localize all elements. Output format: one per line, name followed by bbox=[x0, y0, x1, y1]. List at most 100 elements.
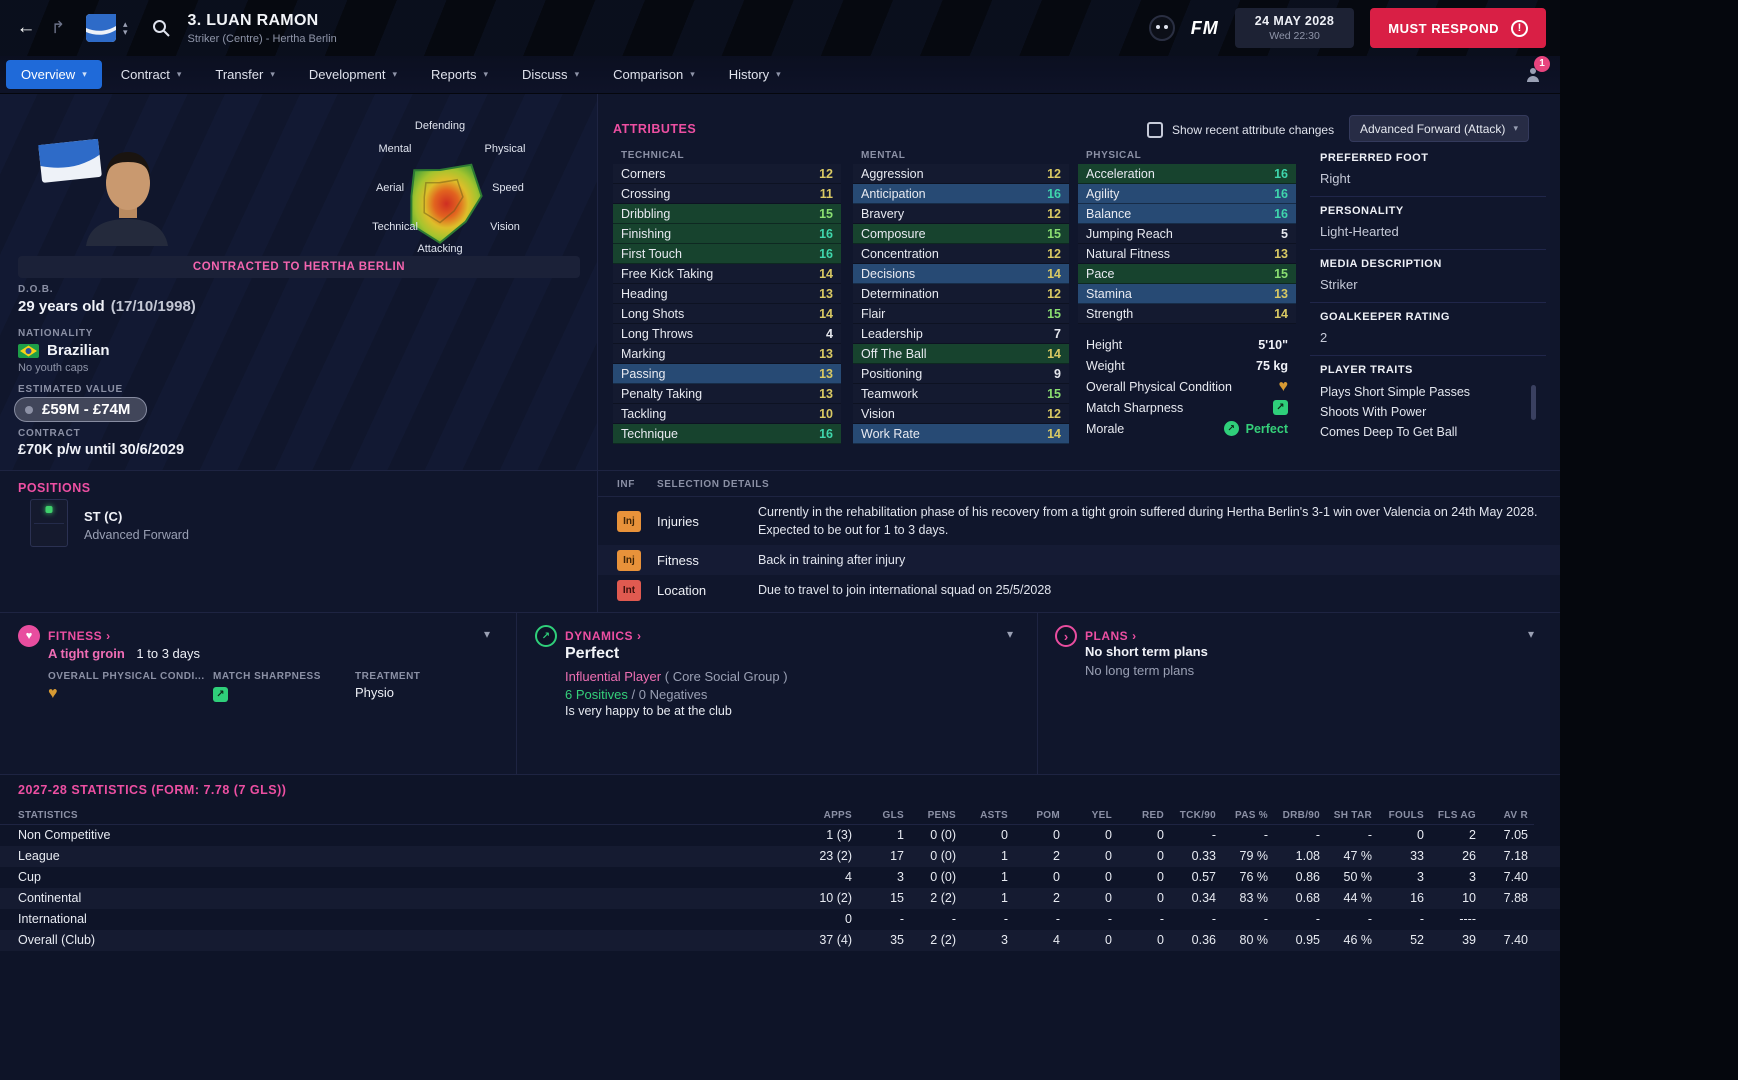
preferred-foot-section: PREFERRED FOOT Right bbox=[1310, 144, 1546, 197]
tab-transfer[interactable]: Transfer ▾ bbox=[200, 60, 289, 89]
stats-value: 0.36 bbox=[1191, 933, 1216, 947]
must-respond-button[interactable]: MUST RESPOND ! bbox=[1370, 8, 1546, 48]
age-value: 29 years old bbox=[18, 298, 105, 315]
attribute-name: Finishing bbox=[621, 226, 672, 241]
game-date[interactable]: 24 MAY 2028 Wed 22:30 bbox=[1234, 8, 1355, 48]
time-text: Wed 22:30 bbox=[1269, 30, 1320, 42]
contracted-banner: CONTRACTED TO HERTHA BERLIN bbox=[18, 256, 580, 278]
stats-value: 0 bbox=[1001, 828, 1008, 842]
stats-column-header[interactable]: AV R bbox=[1482, 805, 1534, 825]
stats-column-header[interactable]: PENS bbox=[910, 805, 962, 825]
attribute-name: Determination bbox=[861, 286, 939, 301]
stats-column-header[interactable]: POM bbox=[1014, 805, 1066, 825]
attribute-value: 13 bbox=[819, 346, 833, 361]
attribute-name: Jumping Reach bbox=[1086, 226, 1173, 241]
tab-discuss[interactable]: Discuss ▾ bbox=[507, 60, 594, 89]
attribute-value: 12 bbox=[1047, 166, 1061, 181]
attribute-value: 4 bbox=[826, 326, 833, 341]
stats-value: - bbox=[1263, 828, 1268, 842]
club-crest-icon[interactable] bbox=[84, 11, 118, 45]
stats-column-header[interactable]: APPS bbox=[806, 805, 858, 825]
attribute-name: Dribbling bbox=[621, 206, 671, 221]
tab-contract[interactable]: Contract ▾ bbox=[106, 60, 197, 89]
stats-value: 3 bbox=[1469, 870, 1476, 884]
tab-label: Contract bbox=[120, 67, 170, 82]
stats-value: 0 bbox=[1105, 933, 1112, 947]
tab-development[interactable]: Development ▾ bbox=[294, 60, 412, 89]
dynamics-expand-chevron[interactable]: ▾ bbox=[1006, 627, 1013, 641]
plans-expand-chevron[interactable]: ▾ bbox=[1527, 627, 1534, 641]
injury-duration: 1 to 3 days bbox=[136, 646, 201, 661]
scrollbar[interactable] bbox=[1531, 385, 1536, 420]
stats-column-header[interactable]: DRB/90 bbox=[1274, 805, 1326, 825]
personality-label: PERSONALITY bbox=[1320, 205, 1404, 217]
forward-button[interactable]: ↱ bbox=[42, 11, 74, 45]
stats-column-header[interactable]: PAS % bbox=[1222, 805, 1274, 825]
back-button[interactable]: ← bbox=[10, 11, 42, 45]
tab-reports[interactable]: Reports ▾ bbox=[416, 60, 503, 89]
stats-column-header[interactable]: GLS bbox=[858, 805, 910, 825]
stats-value: - bbox=[1419, 912, 1424, 926]
attribute-value: 11 bbox=[819, 186, 833, 201]
stats-value: 0.57 bbox=[1191, 870, 1216, 884]
stats-value: 0 bbox=[1417, 828, 1424, 842]
stats-value: 37 (4) bbox=[819, 933, 852, 947]
stats-value: 2 (2) bbox=[930, 933, 956, 947]
notification-badge: 1 bbox=[1534, 55, 1550, 72]
forward-icon: ↱ bbox=[50, 18, 66, 37]
stats-value: - bbox=[1055, 912, 1060, 926]
attribute-row: Acceleration 16 bbox=[1078, 164, 1296, 184]
attribute-name: Agility bbox=[1086, 186, 1120, 201]
tab-history[interactable]: History ▾ bbox=[714, 60, 796, 89]
stats-column-header[interactable]: ASTS bbox=[962, 805, 1014, 825]
inbox-shortcut[interactable]: 1 bbox=[1524, 55, 1550, 82]
attribute-name: Flair bbox=[861, 306, 886, 321]
stats-value: 0.86 bbox=[1295, 870, 1320, 884]
stats-column-header[interactable]: SH TAR bbox=[1326, 805, 1378, 825]
stats-column-header[interactable]: TCK/90 bbox=[1170, 805, 1222, 825]
player-spinner[interactable]: ▴ ▾ bbox=[123, 20, 128, 37]
attribute-row: Crossing 11 bbox=[613, 184, 841, 204]
mental-rows: Aggression 12 Anticipation 16 Bravery 12 Compo… bbox=[853, 164, 1069, 444]
page-subtitle: Striker (Centre) - Hertha Berlin bbox=[187, 32, 337, 45]
hertha-flag-icon bbox=[38, 138, 102, 183]
dynamics-link[interactable]: DYNAMICS › bbox=[565, 629, 642, 643]
fitness-link[interactable]: FITNESS › bbox=[48, 629, 111, 643]
stats-column-header[interactable]: FLS AG bbox=[1430, 805, 1482, 825]
stats-value: 1 (3) bbox=[826, 828, 852, 842]
plans-link[interactable]: PLANS › bbox=[1085, 629, 1137, 643]
search-button[interactable] bbox=[146, 13, 176, 43]
stats-value: 47 % bbox=[1343, 849, 1373, 863]
attribute-value: 14 bbox=[1047, 426, 1061, 441]
role-dropdown[interactable]: Advanced Forward (Attack) ▾ bbox=[1349, 115, 1529, 142]
tab-label: Comparison bbox=[613, 67, 684, 82]
preferred-foot-label: PREFERRED FOOT bbox=[1320, 152, 1429, 164]
stats-value: - bbox=[1315, 828, 1320, 842]
stats-column-header[interactable]: FOULS bbox=[1378, 805, 1430, 825]
stats-column-header[interactable]: YEL bbox=[1066, 805, 1118, 825]
happiness-text: Is very happy to be at the club bbox=[565, 704, 732, 718]
attribute-value: 16 bbox=[819, 246, 833, 261]
stats-column-header[interactable]: RED bbox=[1118, 805, 1170, 825]
attribute-name: Long Shots bbox=[621, 306, 685, 321]
positives-count[interactable]: 6 Positives bbox=[565, 687, 628, 702]
social-status[interactable]: Influential Player bbox=[565, 669, 662, 684]
morale-icon: ↗ bbox=[1223, 421, 1239, 436]
attribute-row: Corners 12 bbox=[613, 164, 841, 184]
fitness-panel: ♥ FITNESS › A tight groin 1 to 3 days OVE… bbox=[0, 613, 517, 774]
stats-column-header[interactable]: STATISTICS bbox=[0, 805, 806, 825]
fitness-expand-chevron[interactable]: ▾ bbox=[483, 627, 490, 641]
attribute-row: Pace 15 bbox=[1078, 264, 1296, 284]
stats-value: 35 bbox=[890, 933, 904, 947]
attribute-row: Bravery 12 bbox=[853, 204, 1069, 224]
stats-value: 7.40 bbox=[1503, 933, 1528, 947]
recent-changes-checkbox[interactable] bbox=[1147, 122, 1163, 138]
tab-overview[interactable]: Overview ▾ bbox=[6, 60, 102, 89]
tab-comparison[interactable]: Comparison ▾ bbox=[598, 60, 710, 89]
selection-row-text: Currently in the rehabilitation phase of… bbox=[758, 505, 1538, 538]
attribute-row: Leadership 7 bbox=[853, 324, 1069, 344]
attribute-row: Off The Ball 14 bbox=[853, 344, 1069, 364]
sharpness-row: Match Sharpness ↗ bbox=[1078, 397, 1296, 418]
attribute-value: 16 bbox=[819, 426, 833, 441]
assistant-icon[interactable] bbox=[1148, 15, 1175, 41]
